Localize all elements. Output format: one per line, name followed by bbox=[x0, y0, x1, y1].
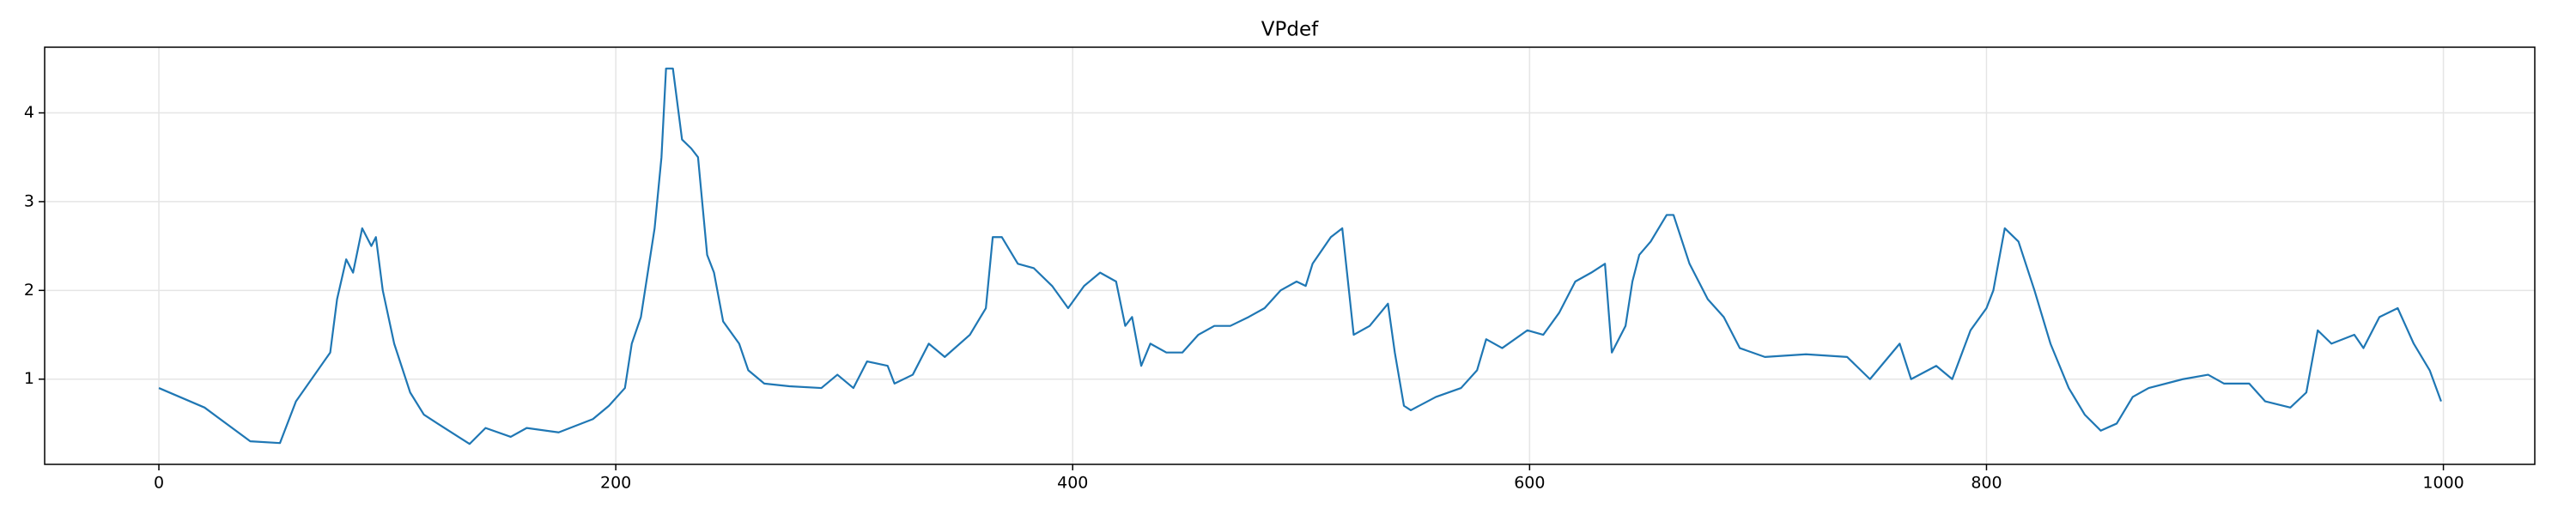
y-tick-label: 4 bbox=[24, 103, 34, 122]
y-tick-label: 2 bbox=[24, 281, 34, 300]
x-tick-label: 0 bbox=[154, 474, 164, 493]
y-tick-label: 3 bbox=[24, 191, 34, 210]
chart-title: VPdef bbox=[1261, 19, 1319, 41]
plot-frame bbox=[44, 46, 2536, 465]
y-tick-label: 1 bbox=[24, 369, 34, 388]
x-tick-label: 800 bbox=[1971, 474, 2002, 493]
x-tick-label: 600 bbox=[1514, 474, 1545, 493]
x-tick-label: 1000 bbox=[2422, 474, 2464, 493]
x-tick-label: 200 bbox=[600, 474, 631, 493]
data-line bbox=[158, 67, 2442, 445]
x-tick-label: 400 bbox=[1057, 474, 1088, 493]
